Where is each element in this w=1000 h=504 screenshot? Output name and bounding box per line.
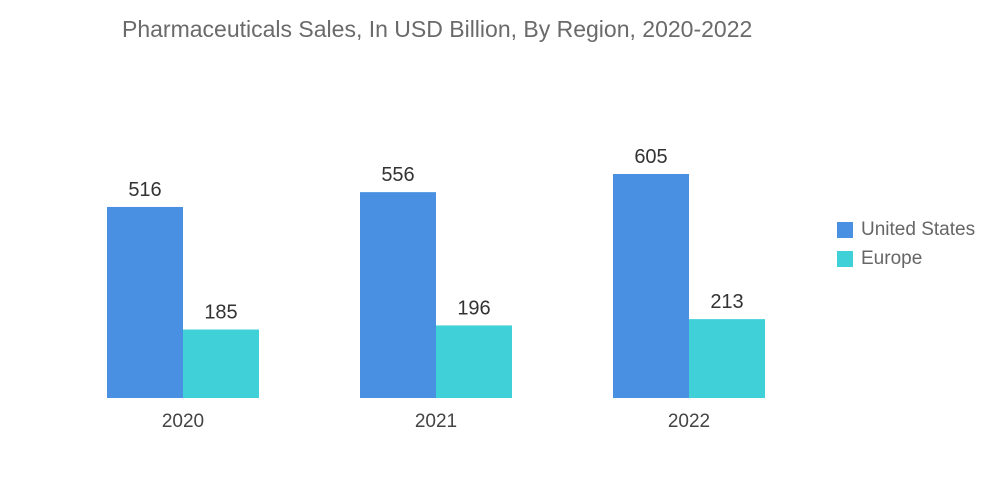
x-tick-label: 2020 bbox=[162, 411, 204, 432]
x-tick-label: 2022 bbox=[668, 411, 710, 432]
chart-title: Pharmaceuticals Sales, In USD Billion, B… bbox=[122, 16, 753, 42]
legend-item: Europe bbox=[837, 244, 975, 273]
data-label: 196 bbox=[457, 297, 490, 319]
bar-united-states-2020 bbox=[107, 206, 183, 398]
legend-swatch bbox=[837, 250, 853, 267]
bar-europe-2021 bbox=[436, 325, 512, 398]
legend-item: United States bbox=[837, 215, 975, 244]
data-label: 213 bbox=[710, 291, 743, 313]
bar-united-states-2022 bbox=[613, 174, 689, 398]
legend-label: United States bbox=[861, 218, 976, 240]
data-label: 605 bbox=[634, 146, 667, 168]
bar-europe-2022 bbox=[689, 319, 765, 398]
bar-united-states-2021 bbox=[360, 192, 436, 398]
bar-europe-2020 bbox=[183, 329, 259, 398]
legend: United States Europe bbox=[837, 215, 975, 273]
data-label: 516 bbox=[128, 179, 161, 201]
x-tick-label: 2021 bbox=[415, 411, 457, 432]
data-label: 185 bbox=[204, 302, 237, 324]
legend-label: Europe bbox=[861, 247, 923, 269]
legend-swatch bbox=[837, 221, 853, 238]
data-label: 556 bbox=[381, 164, 414, 186]
